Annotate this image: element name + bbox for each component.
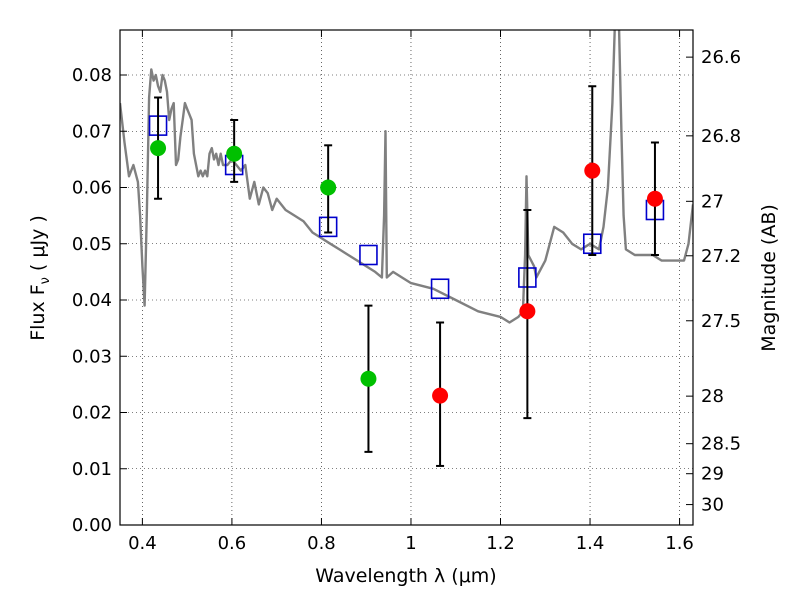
spectrum-line [120, 30, 693, 324]
y-axis-title-unit: ( μJy ) [27, 215, 49, 271]
red-detection-marker [584, 162, 601, 179]
red-detection-marker [646, 190, 663, 207]
x-tick-label: 0.6 [218, 533, 247, 554]
y-tick-label: 0.04 [72, 290, 112, 311]
x-tick-label: 0.4 [128, 533, 157, 554]
x-tick-label: 1 [405, 533, 416, 554]
x-axis-title: Wavelength λ (μm) [315, 565, 496, 587]
y-axis-title-subscript: ν [38, 277, 53, 284]
tick-labels: 0.4 0.6 0.8 1 1.2 1.4 1.6 0.00 0.01 0.02 0.03 0.04 0… [72, 47, 741, 554]
y2-tick-label: 26.6 [701, 47, 741, 68]
y-axis-title-main: Flux F [27, 284, 49, 340]
x-tick-label: 1.6 [665, 533, 694, 554]
y-tick-label: 0.00 [72, 515, 112, 536]
y-tick-label: 0.03 [72, 346, 112, 367]
y2-tick-label: 28 [701, 386, 724, 407]
x-tick-label: 1.2 [486, 533, 515, 554]
y2-tick-label: 27.2 [701, 246, 741, 267]
red-detection-marker [519, 303, 536, 320]
red-detection-marker [432, 387, 449, 404]
y2-tick-label: 30 [701, 495, 724, 516]
y-tick-label: 0.02 [72, 403, 112, 424]
plot-area [120, 30, 693, 324]
y2-tick-label: 26.8 [701, 126, 741, 147]
green-detection-marker [150, 140, 167, 157]
green-detection-marker [226, 145, 243, 162]
x-tick-label: 1.4 [576, 533, 605, 554]
y2-axis-title: Magnitude (AB) [758, 204, 780, 352]
y-axis-title: Flux Fν ( μJy ) [27, 215, 53, 341]
y-tick-label: 0.07 [72, 121, 112, 142]
green-detection-marker [360, 370, 377, 387]
y2-tick-label: 27.5 [701, 311, 741, 332]
x-tick-label: 0.8 [307, 533, 336, 554]
y2-tick-label: 29 [701, 464, 724, 485]
green-detection-marker [320, 179, 337, 196]
model-box-marker [359, 244, 378, 266]
y-tick-label: 0.08 [72, 65, 112, 86]
y2-tick-label: 27 [701, 191, 724, 212]
y-tick-label: 0.01 [72, 459, 112, 480]
plot-frame [119, 29, 694, 526]
model-box-marker [430, 278, 450, 300]
ticks [120, 30, 693, 526]
error-bars [150, 85, 663, 467]
y-tick-label: 0.05 [72, 234, 112, 255]
y-tick-label: 0.06 [72, 178, 112, 199]
grid [120, 30, 693, 526]
y2-tick-label: 28.5 [701, 434, 741, 455]
